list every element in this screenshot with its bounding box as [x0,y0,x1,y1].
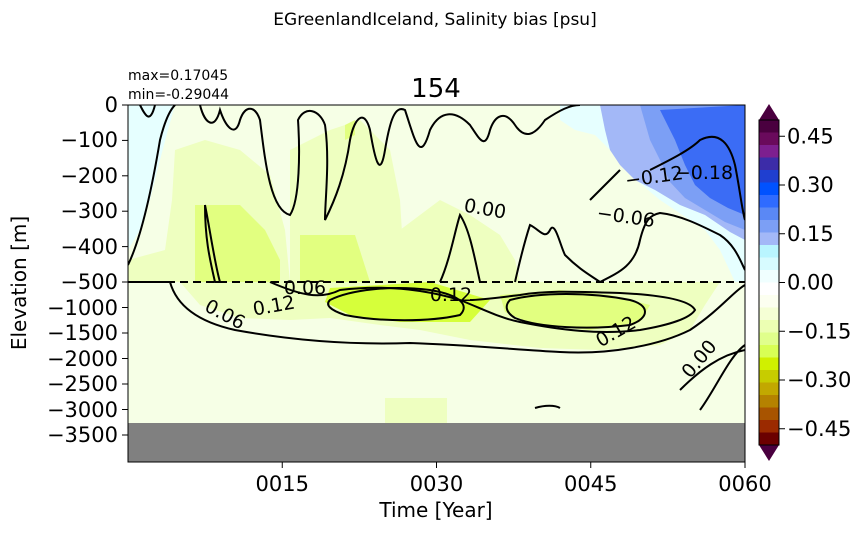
colorbar-ticks: 0.45 0.30 0.15 0.00 −0.15 −0.30 −0.45 [779,124,851,441]
colorbar-cell [759,420,779,433]
max-label: max=0.17045 [128,68,228,84]
contour-line [199,105,581,221]
colorbar-cell [759,432,779,446]
contour-line [128,281,745,354]
x-tick-label: 0045 [564,472,617,496]
contour-line [327,287,465,322]
colorbar-cell [759,320,779,333]
land-mask [128,423,745,462]
colorbar-tick-label: 0.45 [787,124,834,148]
y-tick-label: −1500 [47,321,118,345]
colorbar-extend-top [759,104,779,120]
colorbar-cell [759,157,779,171]
colorbar-tick-label: −0.45 [787,417,851,441]
colorbar-cell [759,207,779,221]
min-label: min=-0.29044 [128,87,229,103]
y-tick-label: −3500 [47,423,118,447]
contour-label: −0.18 [675,162,733,184]
colorbar-tick-label: 0.00 [787,271,834,295]
contour-line [649,135,745,221]
colorbar-cell [759,357,779,371]
colorbar: 0.45 0.30 0.15 0.00 −0.15 −0.30 −0.45 [758,104,851,461]
colorbar-tick-label: 0.15 [787,222,834,246]
contour-lines [128,105,745,411]
figure-suptitle: EGreenlandIceland, Salinity bias [psu] [273,10,596,30]
colorbar-cell [759,245,779,258]
colorbar-cell [759,345,779,358]
colorbar-cell [759,257,779,271]
y-tick-label: −300 [60,199,118,223]
colorbar-cell [759,145,779,158]
plot-title: 154 [411,74,461,104]
colorbar-cell [759,307,779,321]
y-tick-label: −400 [60,235,118,259]
positive-weak-region-3 [400,200,520,282]
colorbar-cell [759,407,779,421]
contour-line [204,204,222,283]
contour-line [589,169,621,201]
y-tick-label: −100 [60,128,118,152]
colorbar-extend-bottom [759,445,779,461]
y-tick-label: −3000 [47,398,118,422]
y-tick-label: −2000 [47,347,118,371]
heatmap-plot-area: 0.00 −0.12 −0.18 −0.06 0.06 0.12 0.06 0.… [128,105,745,462]
contour-line [514,223,601,283]
x-axis-label: Time [Year] [378,498,492,522]
x-tick-label: 0015 [256,472,309,496]
contour-label: 0.06 [284,277,326,299]
positive-mid-patch [345,120,355,140]
contour-line [139,105,156,118]
x-tick-label: 0060 [718,472,771,496]
colorbar-cell [759,282,779,296]
contour-line [679,344,745,411]
positive-mid-region-3 [500,290,650,330]
y-tick-label: −500 [60,270,118,294]
contour-line [534,404,561,409]
contour-line [269,281,697,333]
colorbar-cell [759,370,779,383]
contour-line [599,211,745,283]
colorbar-cell [759,382,779,396]
y-axis-label: Elevation [m] [7,216,31,350]
colorbar-cell [759,120,779,133]
colorbar-tick-label: −0.30 [787,368,851,392]
positive-mid-region-2 [300,235,370,282]
colorbar-cell [759,332,779,346]
colorbar-cell [759,395,779,408]
contour-label: 0.12 [430,284,472,306]
colorbar-tick-label: 0.30 [787,173,834,197]
contour-line [128,105,176,266]
colorbar-cell [759,132,779,146]
x-tick-label: 0030 [410,472,463,496]
positive-weak-patch-deep [385,398,447,423]
y-tick-label: −2500 [47,372,118,396]
contour-line [439,212,481,283]
y-tick-label: −200 [60,164,118,188]
colorbar-cell [759,170,779,183]
colorbar-cell [759,270,779,283]
y-axis-lower: −1000 −1500 −2000 −2500 −3000 −3500 [47,296,128,447]
y-tick-label: 0 [105,93,118,117]
negative-weak-region-left [128,105,175,250]
colorbar-cell [759,195,779,208]
positive-strong-region-1 [325,282,490,322]
colorbar-cell [759,295,779,308]
colorbar-cells [759,120,779,446]
colorbar-tick-label: −0.15 [787,319,851,343]
colorbar-cell [759,220,779,233]
negative-strong-region [660,105,745,215]
colorbar-cell [759,232,779,246]
y-tick-label: −1000 [47,296,118,320]
colorbar-cell [759,182,779,196]
x-axis: 0015 0030 0045 0060 [256,462,772,496]
contour-line [505,293,646,329]
y-axis-upper: 0 −100 −200 −300 −400 −500 [60,93,128,294]
